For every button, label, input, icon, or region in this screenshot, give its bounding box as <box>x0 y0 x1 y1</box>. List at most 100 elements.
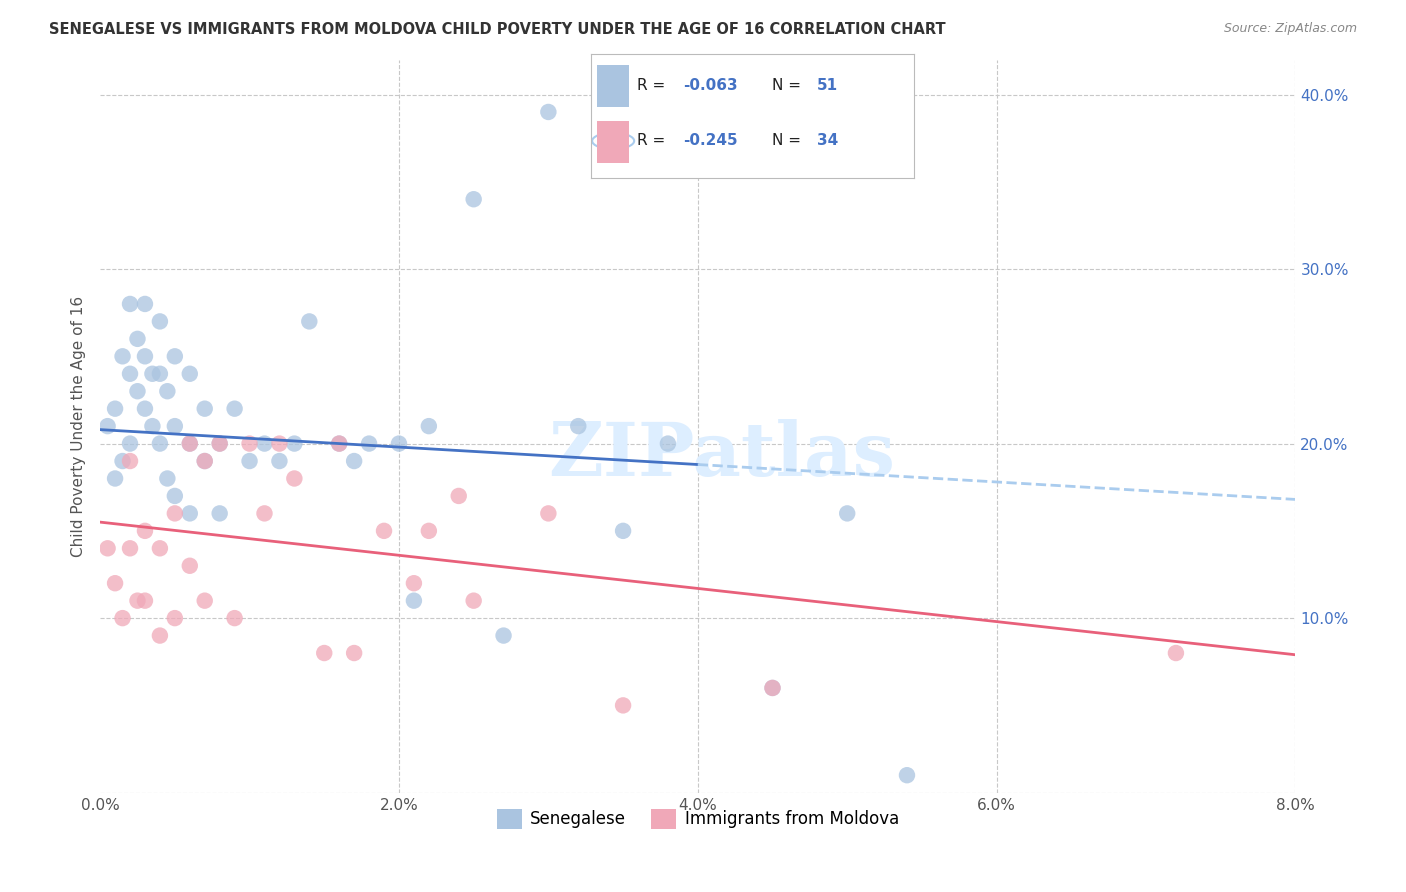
Point <box>111 454 134 468</box>
Text: N =: N = <box>772 134 806 148</box>
Point <box>612 524 634 538</box>
Point <box>194 454 217 468</box>
Point <box>104 471 127 485</box>
Point <box>761 681 783 695</box>
Point <box>134 349 156 363</box>
Point <box>141 367 163 381</box>
Point <box>127 593 149 607</box>
Point <box>208 507 231 521</box>
Point <box>238 454 260 468</box>
Point <box>163 489 186 503</box>
Point <box>134 401 156 416</box>
Point <box>447 489 470 503</box>
Point <box>837 507 859 521</box>
Point <box>127 384 149 399</box>
Point <box>283 436 305 450</box>
Circle shape <box>592 133 634 149</box>
Point <box>104 401 127 416</box>
Text: 34: 34 <box>817 134 838 148</box>
Point <box>163 419 186 434</box>
Point <box>149 314 172 328</box>
Point <box>612 698 634 713</box>
Legend: Senegalese, Immigrants from Moldova: Senegalese, Immigrants from Moldova <box>491 802 905 836</box>
Point <box>149 436 172 450</box>
Point <box>194 593 217 607</box>
Point <box>402 576 425 591</box>
Point <box>118 454 141 468</box>
Point <box>253 507 276 521</box>
Point <box>402 593 425 607</box>
Point <box>896 768 918 782</box>
Text: Source: ZipAtlas.com: Source: ZipAtlas.com <box>1223 22 1357 36</box>
Y-axis label: Child Poverty Under the Age of 16: Child Poverty Under the Age of 16 <box>72 295 86 557</box>
Point <box>118 436 141 450</box>
Point <box>298 314 321 328</box>
Point <box>343 646 366 660</box>
Point <box>224 611 246 625</box>
Point <box>111 349 134 363</box>
Point <box>118 367 141 381</box>
Point <box>163 507 186 521</box>
Point <box>314 646 336 660</box>
Point <box>149 367 172 381</box>
Point <box>359 436 381 450</box>
Point <box>418 419 440 434</box>
Point <box>328 436 350 450</box>
Point <box>208 436 231 450</box>
Point <box>179 436 201 450</box>
Point <box>141 419 163 434</box>
Point <box>194 401 217 416</box>
Point <box>567 419 589 434</box>
Point <box>179 367 201 381</box>
Point <box>104 576 127 591</box>
Point <box>163 349 186 363</box>
Point <box>179 507 201 521</box>
Point <box>283 471 305 485</box>
Point <box>328 436 350 450</box>
Point <box>149 629 172 643</box>
Point <box>761 681 783 695</box>
Point <box>134 593 156 607</box>
Point <box>253 436 276 450</box>
Text: SENEGALESE VS IMMIGRANTS FROM MOLDOVA CHILD POVERTY UNDER THE AGE OF 16 CORRELAT: SENEGALESE VS IMMIGRANTS FROM MOLDOVA CH… <box>49 22 946 37</box>
Point <box>1164 646 1187 660</box>
Point <box>118 541 141 556</box>
Point <box>111 611 134 625</box>
Point <box>238 436 260 450</box>
Point <box>463 192 485 206</box>
Point <box>388 436 411 450</box>
Point <box>537 105 560 120</box>
Point <box>156 384 179 399</box>
Point <box>269 454 291 468</box>
Point <box>97 419 120 434</box>
Point <box>224 401 246 416</box>
Point <box>127 332 149 346</box>
Point <box>537 507 560 521</box>
Point <box>179 436 201 450</box>
Point <box>418 524 440 538</box>
Point <box>134 297 156 311</box>
Point <box>134 524 156 538</box>
Text: R =: R = <box>637 134 671 148</box>
FancyBboxPatch shape <box>598 121 630 163</box>
Point <box>463 593 485 607</box>
Point <box>194 454 217 468</box>
Point <box>657 436 679 450</box>
Point <box>149 541 172 556</box>
Point <box>373 524 395 538</box>
Text: -0.245: -0.245 <box>683 134 737 148</box>
Point <box>492 629 515 643</box>
Text: 51: 51 <box>817 78 838 93</box>
Point <box>269 436 291 450</box>
Point <box>97 541 120 556</box>
FancyBboxPatch shape <box>598 65 630 107</box>
Text: -0.063: -0.063 <box>683 78 737 93</box>
Point <box>163 611 186 625</box>
Point <box>179 558 201 573</box>
Text: R =: R = <box>637 78 671 93</box>
Point <box>343 454 366 468</box>
Point <box>156 471 179 485</box>
Text: ZIPatlas: ZIPatlas <box>548 419 896 492</box>
Point <box>208 436 231 450</box>
Point <box>118 297 141 311</box>
